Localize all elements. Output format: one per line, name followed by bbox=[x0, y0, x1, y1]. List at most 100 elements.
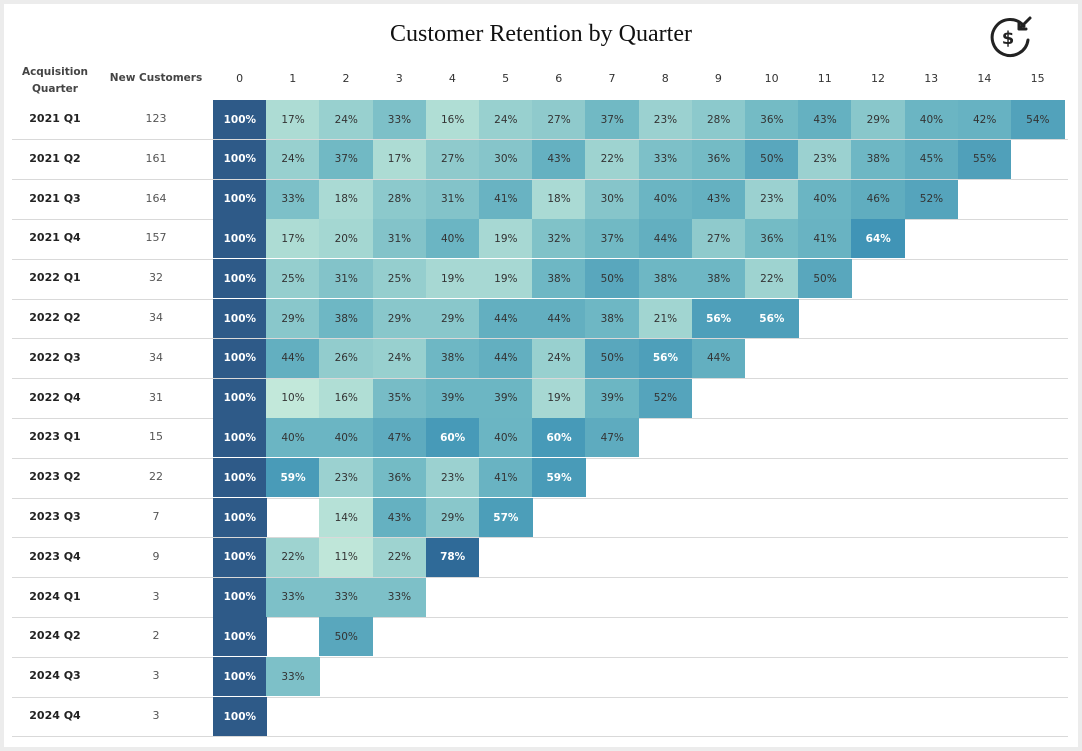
heatmap-cell: 28% bbox=[372, 179, 427, 219]
heatmap-cell: 39% bbox=[585, 378, 640, 418]
new-customers-value: 157 bbox=[145, 231, 167, 245]
heatmap-cell: 33% bbox=[266, 577, 320, 617]
heatmap-cell: 100% bbox=[213, 219, 267, 259]
new-customers-value: 3 bbox=[152, 709, 160, 722]
heatmap-cell: 33% bbox=[372, 100, 427, 139]
heatmap-cell: 44% bbox=[691, 338, 746, 378]
column-header: 12 bbox=[870, 72, 885, 85]
heatmap-cell: 38% bbox=[638, 259, 693, 299]
new-customers-value: 164 bbox=[145, 191, 167, 205]
row-label: 2022 Q1 bbox=[29, 271, 81, 285]
row-label: 2024 Q4 bbox=[29, 709, 81, 722]
heatmap-cell: 36% bbox=[372, 458, 427, 498]
heatmap-cell: 54% bbox=[1011, 100, 1065, 139]
heatmap-cell: 22% bbox=[266, 537, 320, 577]
column-header: 5 bbox=[502, 72, 510, 85]
heatmap-cell: 20% bbox=[319, 219, 374, 259]
heatmap-cell: 57% bbox=[479, 498, 533, 537]
row-label: 2023 Q4 bbox=[29, 549, 81, 563]
row-divider bbox=[12, 497, 1068, 499]
column-header: 8 bbox=[661, 72, 669, 85]
column-header: 11 bbox=[817, 72, 832, 85]
heatmap-cell: 18% bbox=[319, 179, 374, 219]
heatmap-cell: 50% bbox=[745, 139, 799, 179]
heatmap-cell: 50% bbox=[798, 259, 852, 299]
new-customers-value: 3 bbox=[152, 669, 160, 683]
heatmap-cell: 31% bbox=[319, 259, 374, 299]
heatmap-cell: 52% bbox=[638, 378, 693, 418]
heatmap-cell: 11% bbox=[319, 537, 374, 577]
row-label: 2022 Q3 bbox=[29, 350, 81, 364]
heatmap-cell: 40% bbox=[904, 100, 959, 139]
row-label: 2021 Q2 bbox=[29, 151, 81, 165]
heatmap-cell: 100% bbox=[213, 537, 267, 577]
heatmap-cell: 24% bbox=[372, 338, 427, 378]
row-divider bbox=[12, 736, 1068, 738]
heatmap-cell: 22% bbox=[745, 259, 799, 299]
row-label: 2023 Q1 bbox=[29, 430, 81, 444]
heatmap-cell: 56% bbox=[691, 299, 746, 338]
heatmap-cell: 56% bbox=[638, 338, 693, 378]
heatmap-cell: 17% bbox=[372, 139, 427, 179]
heatmap-cell: 29% bbox=[851, 100, 906, 139]
column-header: 4 bbox=[448, 72, 456, 85]
chart-title: Customer Retention by Quarter bbox=[390, 21, 692, 47]
heatmap-cell: 50% bbox=[319, 617, 374, 657]
heatmap-cell: 19% bbox=[532, 378, 586, 418]
heatmap-cell: 50% bbox=[585, 259, 640, 299]
heatmap-cell: 44% bbox=[479, 299, 533, 338]
heatmap-cell: 38% bbox=[532, 259, 586, 299]
new-customers-value: 31 bbox=[149, 390, 163, 404]
heatmap-cell: 41% bbox=[479, 179, 533, 219]
heatmap-cell: 100% bbox=[213, 259, 267, 299]
heatmap-cell: 38% bbox=[319, 299, 374, 338]
heatmap-cell: 44% bbox=[266, 338, 320, 378]
heatmap-cell: 100% bbox=[213, 418, 267, 458]
heatmap-cell: 40% bbox=[266, 418, 320, 458]
heatmap-cell: 24% bbox=[266, 139, 320, 179]
heatmap-cell: 23% bbox=[319, 458, 374, 498]
heatmap-cell: 33% bbox=[372, 577, 427, 617]
heatmap-cell: 100% bbox=[213, 139, 267, 179]
heatmap-cell: 37% bbox=[319, 139, 374, 179]
heatmap-cell: 42% bbox=[957, 100, 1012, 139]
chart-frame: Customer Retention by Quarter $ Acquisit… bbox=[4, 4, 1078, 747]
heatmap-cell: 33% bbox=[266, 179, 320, 219]
heatmap-cell: 44% bbox=[638, 219, 693, 259]
heatmap-cell: 16% bbox=[319, 378, 374, 418]
heatmap-cell: 43% bbox=[532, 139, 586, 179]
heatmap-cell: 36% bbox=[691, 139, 746, 179]
new-customers-value: 34 bbox=[149, 350, 163, 364]
heatmap-cell: 17% bbox=[266, 100, 320, 139]
column-header: 14 bbox=[977, 72, 992, 85]
heatmap-cell: 30% bbox=[479, 139, 533, 179]
column-header: 2 bbox=[342, 72, 350, 85]
row-divider bbox=[12, 656, 1068, 658]
heatmap-cell: 43% bbox=[798, 100, 852, 139]
heatmap-cell: 100% bbox=[213, 299, 267, 338]
column-header: 0 bbox=[236, 72, 244, 85]
column-header: 3 bbox=[395, 72, 403, 85]
heatmap-cell: 100% bbox=[213, 458, 267, 498]
row-label: 2022 Q4 bbox=[29, 390, 81, 404]
heatmap-cell: 47% bbox=[585, 418, 640, 458]
heatmap-cell: 40% bbox=[798, 179, 852, 219]
heatmap-cell: 40% bbox=[425, 219, 480, 259]
heatmap-cell: 41% bbox=[479, 458, 533, 498]
heatmap-cell: 44% bbox=[479, 338, 533, 378]
heatmap-cell: 39% bbox=[425, 378, 480, 418]
heatmap-cell: 100% bbox=[213, 179, 267, 219]
new-customers-value: 22 bbox=[149, 470, 163, 484]
heatmap-cell: 41% bbox=[798, 219, 852, 259]
heatmap-cell: 33% bbox=[266, 657, 320, 697]
heatmap-cell: 43% bbox=[372, 498, 427, 537]
heatmap-cell: 21% bbox=[638, 299, 693, 338]
heatmap-cell: 39% bbox=[479, 378, 533, 418]
row-label: 2023 Q3 bbox=[29, 510, 81, 523]
heatmap-cell: 18% bbox=[532, 179, 586, 219]
heatmap-cell: 55% bbox=[957, 139, 1012, 179]
row-label: 2021 Q3 bbox=[29, 191, 81, 205]
acquisition-quarter-header: Acquisition Quarter bbox=[21, 66, 89, 95]
heatmap-cell: 40% bbox=[638, 179, 693, 219]
heatmap-cell: 24% bbox=[532, 338, 586, 378]
